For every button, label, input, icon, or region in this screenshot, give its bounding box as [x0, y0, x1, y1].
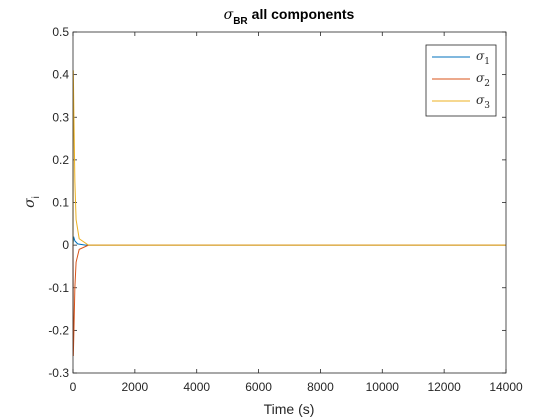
x-tick-label: 8000 — [307, 380, 334, 394]
title-symbol: σ — [224, 7, 234, 23]
legend: σ1 σ2 σ3 — [425, 44, 497, 117]
x-tick-label: 0 — [70, 380, 77, 394]
legend-label-2: σ2 — [476, 71, 490, 89]
title-subscript: BR — [233, 16, 248, 27]
x-tick-label: 10000 — [366, 380, 400, 394]
x-tick-label: 6000 — [245, 380, 272, 394]
x-axis-label: Time (s) — [264, 401, 315, 417]
y-tick-label: 0.4 — [52, 68, 69, 82]
x-tick-label: 14000 — [489, 380, 523, 394]
x-tick-label: 12000 — [427, 380, 461, 394]
y-tick-label: 0.5 — [52, 25, 69, 39]
series-lines — [72, 70, 506, 356]
ylabel-symbol: σ — [22, 198, 38, 208]
y-tick-label: 0 — [62, 238, 69, 252]
svg-text:σi: σi — [22, 196, 42, 208]
axis-ticks: 0 2000 4000 6000 8000 10000 12000 14000 -0.3 -0.2… — [48, 25, 523, 394]
y-axis-label: σi — [22, 196, 42, 208]
series-line-3 — [72, 70, 506, 246]
x-tick-label: 4000 — [183, 380, 210, 394]
legend-label-3: σ3 — [476, 93, 490, 111]
y-tick-label: 0.1 — [52, 196, 69, 210]
y-tick-label: 0.3 — [52, 110, 69, 124]
chart-title: σBR all components — [224, 6, 355, 27]
legend-label-1: σ1 — [476, 49, 490, 67]
y-tick-label: 0.2 — [52, 153, 69, 167]
x-tick-label: 2000 — [122, 380, 149, 394]
axes-box — [72, 31, 507, 374]
y-tick-label: -0.1 — [48, 281, 69, 295]
y-tick-label: -0.3 — [48, 366, 69, 380]
y-tick-label: -0.2 — [48, 323, 69, 337]
title-rest: all components — [252, 6, 355, 22]
ylabel-subscript: i — [31, 196, 42, 198]
